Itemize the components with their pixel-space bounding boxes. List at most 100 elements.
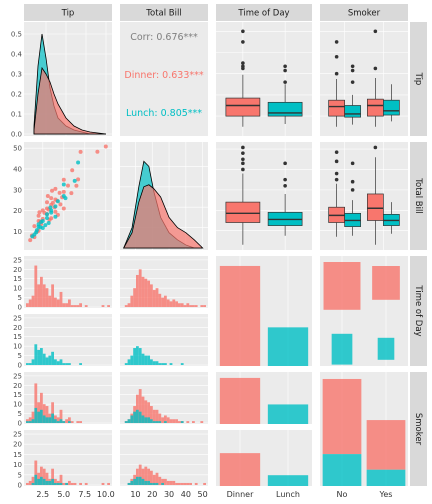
y-tick-label: 15 (13, 275, 22, 283)
hist-bar-lunch (130, 480, 134, 485)
hist-bar (107, 305, 110, 307)
bar-lunch (267, 475, 309, 486)
hist-bar (51, 351, 54, 365)
hist-bar (180, 303, 184, 307)
hist-bar (45, 288, 49, 307)
scatter-point-dinner (53, 209, 58, 214)
scatter-point-lunch (63, 196, 68, 201)
scatter-point-dinner (76, 177, 81, 182)
y-tick-label: 30 (13, 186, 22, 194)
hist-bar (76, 305, 80, 307)
x-tick-label: 7.5 (78, 490, 91, 499)
hist-bar-lunch (59, 419, 63, 423)
x-tick-label: 40 (181, 490, 191, 499)
hist-bar-dinner (62, 482, 66, 485)
hist-bar (31, 295, 35, 307)
hist-bar-dinner (178, 482, 181, 485)
box-dinner-outlier (241, 40, 245, 44)
hist-bar (138, 269, 142, 307)
hist-bar-lunch (51, 478, 54, 485)
hist-bar (26, 363, 29, 365)
hist-bar-dinner (42, 404, 46, 423)
hist-bar-lunch (42, 415, 46, 423)
hist-bar-lunch (161, 482, 164, 485)
box-no-dinner-outlier (334, 150, 339, 154)
scatter-point-dinner (28, 238, 33, 243)
hist-bar-lunch (51, 413, 54, 423)
y-tick-label: 10 (13, 285, 22, 293)
box-dinner-outlier (241, 145, 245, 150)
y-tick-label: 0.5 (11, 31, 22, 39)
hist-bar-lunch (54, 419, 57, 423)
hist-bar-dinner (180, 482, 184, 485)
tile-no-dinner (323, 262, 361, 310)
hist-bar-lunch (127, 419, 131, 423)
row-strip-label: Total Bill (413, 177, 423, 213)
density-dinner (33, 66, 107, 135)
y-tick-label: 0.0 (11, 131, 22, 139)
hist-bar-dinner (34, 383, 38, 423)
hist-bar (144, 355, 148, 365)
hist-bar (147, 355, 150, 365)
scatter-point-dinner (36, 213, 41, 218)
y-tick-label: 0.4 (11, 51, 23, 59)
hist-bar (147, 280, 150, 307)
y-tick-label: 25 (13, 314, 22, 322)
stack-no-lunch (322, 454, 362, 486)
hist-bar (62, 303, 66, 307)
hist-bar-dinner (164, 478, 167, 485)
hist-bar (172, 299, 176, 307)
bar-lunch (267, 327, 309, 366)
hist-bar-dinner (79, 421, 82, 423)
y-tick-label: 5 (18, 471, 22, 479)
hist-bar-dinner (155, 472, 159, 485)
row-strip-label: Smoker (413, 413, 423, 446)
hist-bar-dinner (161, 417, 164, 423)
hist-bar-dinner (141, 468, 145, 485)
scatter-point-dinner (61, 206, 66, 211)
hist-bar (124, 363, 128, 365)
hist-bar-dinner (158, 413, 162, 423)
hist-bar-dinner (84, 482, 88, 485)
column-strip-label: Time of Day (237, 9, 289, 19)
hist-bar-lunch (138, 411, 142, 423)
scatter-point-lunch (45, 212, 49, 217)
y-tick-label: 0 (18, 362, 22, 370)
hist-bar (70, 305, 74, 307)
hist-bar-dinner (56, 417, 60, 423)
hist-bar (150, 284, 153, 307)
hist-bar (161, 363, 164, 365)
hist-bar-lunch (144, 480, 148, 485)
hist-bar-lunch (40, 476, 43, 485)
scatter-point-dinner (61, 177, 66, 182)
hist-bar (164, 295, 167, 307)
hist-bar-dinner (150, 470, 153, 485)
hist-bar (37, 349, 40, 365)
hist-bar-dinner (31, 411, 35, 423)
hist-bar-dinner (166, 480, 170, 485)
y-tick-label: 10 (13, 343, 22, 351)
corr-lunch: Lunch: 0.805*** (126, 108, 202, 119)
hist-bar (180, 363, 184, 365)
x-tick-label: 10.0 (97, 490, 115, 499)
hist-bar-dinner (164, 415, 167, 423)
hist-bar (34, 344, 38, 365)
column-strip (120, 4, 208, 21)
hist-bar (133, 348, 136, 365)
hist-bar-lunch (45, 480, 49, 485)
scatter-point-dinner (103, 144, 108, 149)
strips-layer: Tip Total Bill Time of Day Smoker Tip Total B… (24, 4, 427, 486)
hist-bar-dinner (138, 464, 142, 485)
hist-bar-lunch (136, 409, 139, 423)
hist-bar-dinner (175, 419, 178, 423)
box-lunch-outlier (283, 64, 287, 69)
row-strip (410, 22, 427, 136)
panel-tip-by-time (216, 22, 312, 136)
column-strip-label: Smoker (348, 9, 381, 19)
y-tick-label: 10 (13, 461, 22, 469)
hist-bar-lunch (37, 478, 40, 485)
hist-bar-lunch (150, 482, 153, 485)
panel-bill-by-smoker (320, 142, 408, 250)
box-dinner-outlier (241, 167, 245, 172)
hist-bar-lunch (62, 421, 66, 423)
